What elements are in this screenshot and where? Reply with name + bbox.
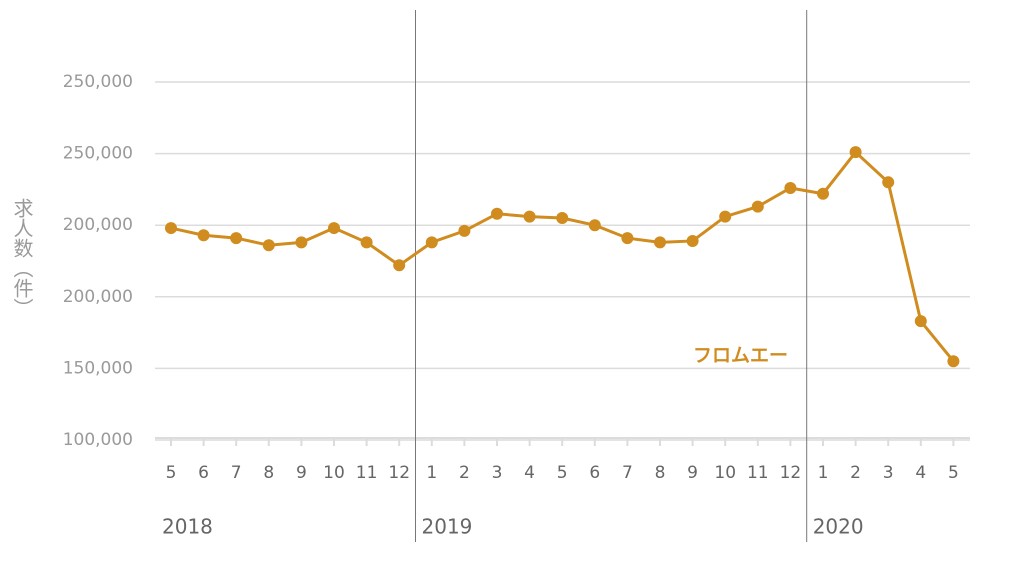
point bbox=[262, 239, 275, 252]
x-tick-label: 11 bbox=[747, 463, 769, 483]
year-label: 2020 bbox=[813, 515, 864, 539]
x-tick-label: 4 bbox=[524, 463, 535, 483]
x-tick-label: 12 bbox=[780, 463, 802, 483]
series-label: フロムエー bbox=[693, 345, 788, 367]
x-tick-label: 5 bbox=[166, 463, 177, 483]
point bbox=[719, 210, 732, 223]
point bbox=[165, 222, 177, 235]
point bbox=[360, 236, 373, 249]
point bbox=[686, 234, 699, 247]
point bbox=[458, 224, 471, 237]
point bbox=[425, 236, 438, 249]
x-tick-label: 6 bbox=[198, 463, 209, 483]
y-tick-label: 200,000 bbox=[63, 287, 133, 307]
x-tick-label: 2 bbox=[459, 463, 470, 483]
y-tick-label: 150,000 bbox=[63, 358, 133, 378]
point bbox=[914, 315, 927, 328]
y-tick-label: 100,000 bbox=[63, 430, 133, 450]
point bbox=[654, 236, 666, 249]
point bbox=[882, 176, 895, 189]
point bbox=[556, 212, 569, 225]
point bbox=[197, 229, 210, 242]
x-tick-label: 10 bbox=[323, 463, 345, 483]
y-axis-label: 求人数（件） bbox=[10, 198, 34, 318]
y-tick-label: 200,000 bbox=[63, 215, 133, 235]
point bbox=[621, 232, 634, 245]
x-tick-label: 1 bbox=[426, 463, 437, 483]
point bbox=[491, 207, 503, 220]
x-tick-label: 8 bbox=[655, 463, 666, 483]
point bbox=[588, 219, 601, 232]
point bbox=[328, 222, 340, 235]
x-tick-label: 1 bbox=[818, 463, 829, 483]
x-tick-label: 12 bbox=[388, 463, 410, 483]
x-tick-label: 10 bbox=[714, 463, 736, 483]
y-tick-label: 250,000 bbox=[63, 72, 133, 92]
x-tick-label: 9 bbox=[687, 463, 698, 483]
point bbox=[393, 259, 406, 272]
point bbox=[751, 200, 764, 213]
x-tick-label: 5 bbox=[948, 463, 959, 483]
line bbox=[170, 149, 955, 363]
x-tick-label: 3 bbox=[492, 463, 503, 483]
x-tick-label: 6 bbox=[589, 463, 600, 483]
year-label: 2018 bbox=[162, 515, 213, 539]
point bbox=[523, 210, 536, 223]
x-tick-label: 11 bbox=[356, 463, 378, 483]
point bbox=[849, 146, 862, 159]
x-tick-label: 8 bbox=[263, 463, 274, 483]
year-label: 2019 bbox=[422, 515, 473, 539]
point bbox=[817, 187, 829, 200]
x-tick-label: 2 bbox=[850, 463, 861, 483]
point bbox=[784, 181, 797, 194]
point bbox=[295, 236, 308, 249]
point bbox=[947, 355, 960, 368]
x-tick-label: 5 bbox=[557, 463, 568, 483]
x-tick-label: 9 bbox=[296, 463, 307, 483]
x-tick-label: 4 bbox=[915, 463, 926, 483]
x-tick-label: 3 bbox=[883, 463, 894, 483]
x-tick-label: 7 bbox=[231, 463, 242, 483]
x-tick-label: 7 bbox=[622, 463, 633, 483]
point bbox=[230, 232, 243, 245]
y-tick-label: 250,000 bbox=[63, 144, 133, 164]
